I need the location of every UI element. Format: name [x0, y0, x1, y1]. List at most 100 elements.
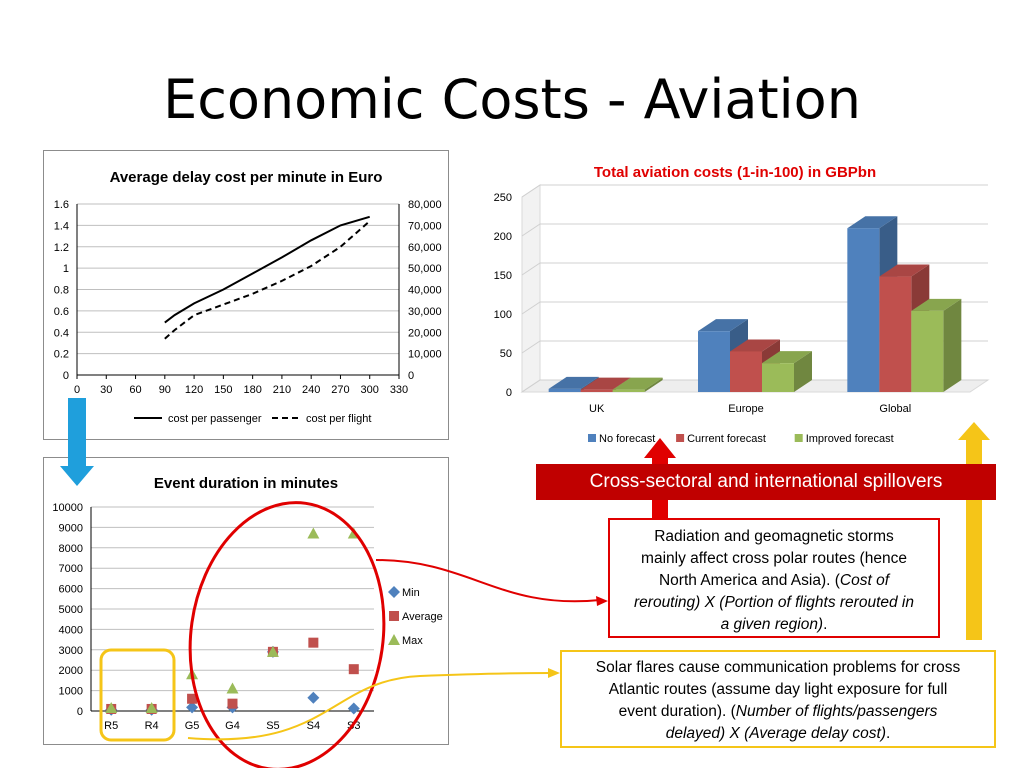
- x-tick-label: Europe: [728, 403, 763, 415]
- chart-title: Event duration in minutes: [154, 475, 338, 492]
- y2-tick-label: 30,000: [408, 306, 442, 318]
- y-tick-label: 250: [494, 192, 512, 204]
- x-tick-label: S4: [307, 720, 320, 732]
- x-tick-label: 210: [273, 384, 291, 396]
- bar: [730, 351, 762, 392]
- y-tick-label: 4000: [59, 624, 83, 636]
- marker-max: [388, 634, 400, 645]
- gridline: [521, 223, 988, 237]
- bar-side: [794, 351, 812, 392]
- x-tick-label: 60: [129, 384, 141, 396]
- event-duration-chart: Event duration in minutes 0 1000 2000 3000 40…: [52, 475, 443, 732]
- bar-top: [548, 376, 599, 389]
- bar-side: [943, 298, 962, 392]
- x-tick-label: UK: [589, 403, 605, 415]
- marker-max: [145, 701, 158, 713]
- gridline: [521, 340, 988, 354]
- x-tick-label: 30: [100, 384, 112, 396]
- legend-label: Average: [402, 611, 443, 623]
- y-tick-label: 0: [506, 387, 512, 399]
- gridline: [521, 301, 988, 315]
- y-tick-label: 1: [63, 263, 69, 275]
- y2-tick-label: 0: [408, 370, 414, 382]
- bar-top: [580, 377, 631, 390]
- bar: [847, 228, 880, 392]
- y2-tick-label: 40,000: [408, 285, 442, 297]
- gs-events-highlight: [188, 501, 386, 768]
- bar-side: [644, 377, 663, 392]
- y2-tick-label: 60,000: [408, 242, 442, 254]
- marker-average: [227, 698, 238, 709]
- x-tick-label: 240: [302, 384, 320, 396]
- x-tick-label: S5: [266, 720, 279, 732]
- red-connector: [375, 559, 601, 603]
- y-tick-label: 0.8: [54, 285, 69, 297]
- series-line-0: [164, 215, 370, 324]
- legend-label: cost per passenger: [168, 413, 262, 425]
- x-tick-label: 330: [390, 384, 408, 396]
- aviation-costs-chart-panel: Total aviation costs (1-in-100) in GBPbn…: [470, 150, 1010, 455]
- bar-top: [612, 377, 663, 390]
- x-tick-label: Global: [879, 403, 911, 415]
- legend-label: Current forecast: [687, 433, 766, 445]
- yellow-up-arrow-icon: [958, 422, 990, 640]
- bar: [879, 276, 912, 392]
- x-tick-label: 270: [331, 384, 349, 396]
- marker-max: [226, 682, 239, 694]
- radiation-note: Radiation and geomagnetic storms mainly …: [608, 518, 940, 638]
- solar-note: Solar flares cause communication problem…: [560, 650, 996, 748]
- bar-top: [911, 298, 962, 311]
- marker-min: [307, 691, 320, 704]
- y2-tick-label: 20,000: [408, 327, 442, 339]
- marker-average: [308, 637, 319, 648]
- marker-max: [266, 645, 279, 657]
- y-tick-label: 200: [494, 231, 512, 243]
- x-tick-label: R4: [145, 720, 159, 732]
- bar-top: [879, 264, 930, 277]
- x-tick-label: 150: [214, 384, 232, 396]
- gridline: [521, 379, 988, 393]
- x-tick-label: 300: [361, 384, 379, 396]
- bar: [762, 363, 794, 392]
- y-tick-label: 1.6: [54, 199, 69, 211]
- bar: [612, 389, 645, 392]
- y-tick-label: 3000: [59, 645, 83, 657]
- x-tick-label: 0: [74, 384, 80, 396]
- x-tick-label: G5: [185, 720, 200, 732]
- y-tick-label: 2000: [59, 665, 83, 677]
- y2-tick-label: 50,000: [408, 263, 442, 275]
- y-tick-label: 0.2: [54, 349, 69, 361]
- bar: [580, 389, 613, 392]
- yellow-connector: [187, 672, 553, 741]
- y-tick-label: 0: [63, 370, 69, 382]
- y-tick-label: 0: [77, 706, 83, 718]
- y2-tick-label: 80,000: [408, 199, 442, 211]
- y2-tick-label: 10,000: [408, 349, 442, 361]
- marker-average: [389, 611, 399, 621]
- y-tick-label: 150: [494, 270, 512, 282]
- y-tick-label: 100: [494, 309, 512, 321]
- chart-title: Total aviation costs (1-in-100) in GBPbn: [594, 164, 876, 181]
- marker-average: [187, 693, 198, 704]
- page-title: Economic Costs - Aviation: [163, 68, 861, 131]
- legend-label: Min: [402, 587, 420, 599]
- marker-max: [307, 527, 320, 539]
- y-tick-label: 8000: [59, 543, 83, 555]
- marker-min: [388, 586, 400, 598]
- y-tick-label: 10000: [52, 502, 83, 514]
- delay-cost-chart-panel: Average delay cost per minute in Euro 0 0 0…: [43, 150, 449, 440]
- legend-label: No forecast: [599, 433, 655, 445]
- x-tick-label: 120: [185, 384, 203, 396]
- y-tick-label: 5000: [59, 604, 83, 616]
- bar: [698, 331, 730, 392]
- red-connector-arrowhead-icon: [596, 596, 608, 606]
- aviation-costs-chart: Total aviation costs (1-in-100) in GBPbn…: [494, 164, 990, 445]
- bar-top: [847, 216, 898, 229]
- y-tick-label: 0.4: [54, 327, 69, 339]
- bar: [548, 388, 581, 392]
- blue-down-arrow-icon: [60, 398, 94, 486]
- gridline: [521, 184, 988, 198]
- marker-min: [347, 702, 360, 715]
- y2-tick-label: 70,000: [408, 220, 442, 232]
